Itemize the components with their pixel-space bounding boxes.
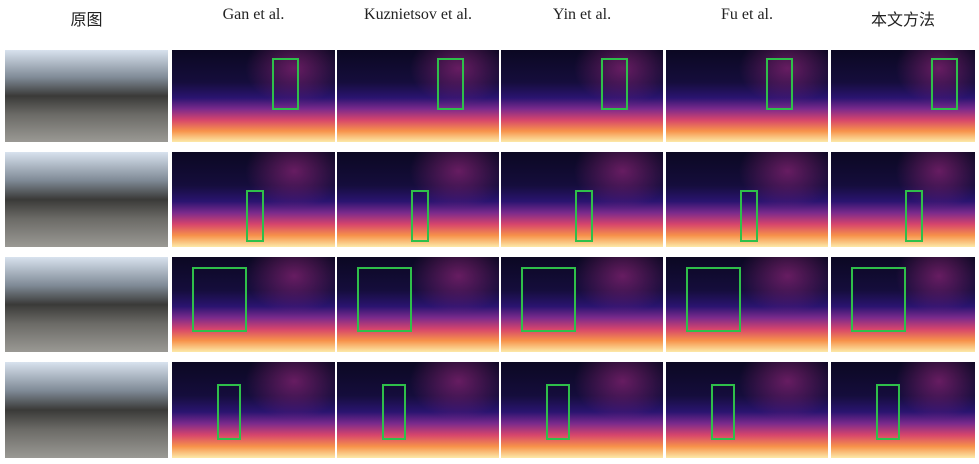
- highlight-box: [546, 384, 570, 440]
- depth-map: [831, 257, 975, 352]
- highlight-box: [711, 384, 735, 440]
- depth-map: [337, 257, 499, 352]
- depth-map: [501, 257, 663, 352]
- depth-map: [666, 362, 828, 458]
- highlight-box: [246, 190, 264, 242]
- highlight-box: [192, 267, 247, 332]
- highlight-box: [217, 384, 241, 440]
- depth-map: [666, 257, 828, 352]
- depth-map: [666, 50, 828, 142]
- depth-map: [337, 50, 499, 142]
- highlight-box: [272, 58, 299, 110]
- column-header: 本文方法: [871, 6, 935, 30]
- column-header: Yin et al.: [553, 6, 611, 24]
- highlight-box: [601, 58, 628, 110]
- column-header: Fu et al.: [721, 6, 773, 24]
- highlight-box: [382, 384, 406, 440]
- highlight-box: [575, 190, 593, 242]
- highlight-box: [411, 190, 429, 242]
- highlight-box: [876, 384, 900, 440]
- column-header: Gan et al.: [223, 6, 285, 24]
- depth-map: [337, 362, 499, 458]
- depth-map: [501, 50, 663, 142]
- input-image: [5, 257, 168, 352]
- highlight-box: [931, 58, 958, 110]
- depth-map: [172, 362, 335, 458]
- depth-map: [501, 152, 663, 247]
- column-header: Kuznietsov et al.: [364, 6, 472, 24]
- depth-map: [666, 152, 828, 247]
- depth-map: [831, 362, 975, 458]
- input-image: [5, 362, 168, 458]
- input-image: [5, 50, 168, 142]
- highlight-box: [357, 267, 412, 332]
- input-image: [5, 152, 168, 247]
- depth-map: [172, 257, 335, 352]
- highlight-box: [905, 190, 923, 242]
- depth-map: [831, 50, 975, 142]
- highlight-box: [740, 190, 758, 242]
- depth-map: [172, 50, 335, 142]
- highlight-box: [686, 267, 741, 332]
- figure: 原图 Gan et al. Kuznietsov et al. Yin et al. F…: [0, 0, 979, 464]
- depth-map: [172, 152, 335, 247]
- highlight-box: [437, 58, 464, 110]
- depth-map: [337, 152, 499, 247]
- depth-map: [831, 152, 975, 247]
- highlight-box: [521, 267, 576, 332]
- highlight-box: [851, 267, 906, 332]
- depth-map: [501, 362, 663, 458]
- highlight-box: [766, 58, 793, 110]
- column-header: 原图: [70, 6, 102, 30]
